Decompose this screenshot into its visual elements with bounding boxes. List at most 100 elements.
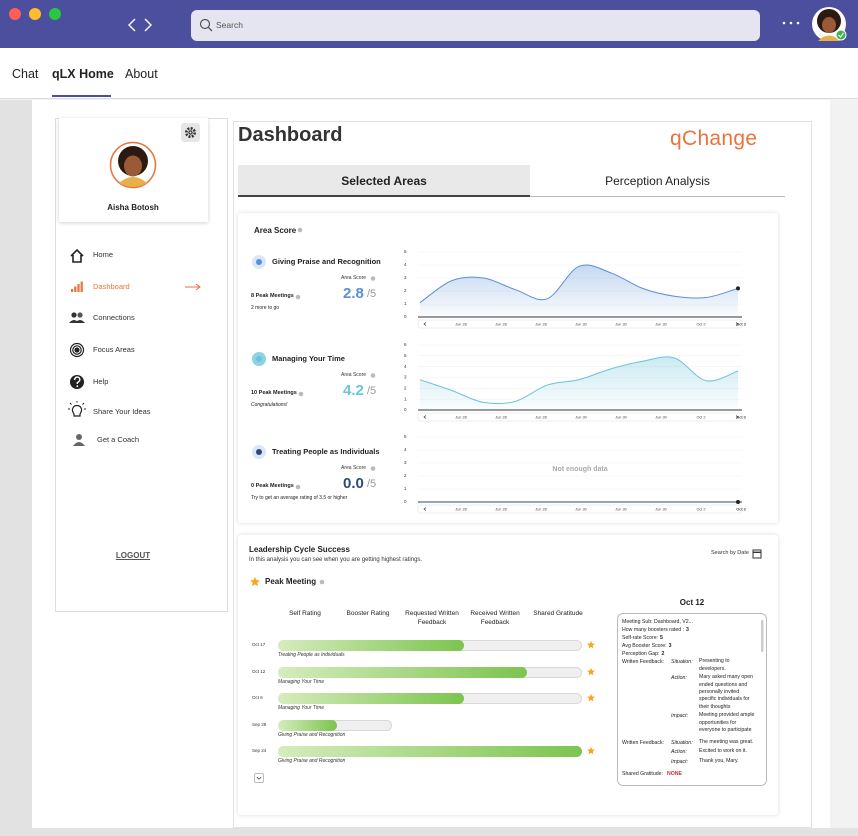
section-tab[interactable] — [530, 165, 785, 197]
area-name: Giving Praise and Recognition — [272, 257, 381, 266]
stat-label: Self-rate Score: — [622, 635, 659, 642]
area-name: Managing Your Time — [272, 354, 345, 363]
score-max: /5 — [367, 385, 377, 397]
feedback-text: Presenting to developers. — [699, 658, 730, 672]
score-max: /5 — [367, 288, 377, 300]
progress-fill — [278, 746, 582, 757]
feedback-key: Impact: — [671, 713, 689, 720]
score-label: Area Score — [341, 275, 367, 281]
menu-item[interactable]: Get a Coach — [97, 435, 140, 444]
profile-avatar — [109, 141, 157, 189]
expand-button[interactable] — [254, 773, 264, 783]
stat-label: How many boosters rated : — [622, 627, 684, 634]
menu-item[interactable]: Dashboard — [93, 282, 130, 291]
feedback-items: Situation: Presenting to developers. Actio… — [671, 658, 756, 735]
card-title: Leadership Cycle Success — [249, 545, 350, 554]
feedback-text: The meeting was great. — [699, 738, 754, 745]
score-label: Area Score — [341, 372, 367, 378]
stat-row: Avg Booster Score: 3 — [622, 642, 756, 650]
peak-meetings: 10 Peak Meetings — [251, 390, 297, 396]
card-title: Area Score — [254, 226, 297, 235]
maximize-button[interactable] — [49, 8, 61, 20]
peak-meetings: 8 Peak Meetings — [251, 293, 294, 299]
score-label: Area Score — [341, 465, 367, 471]
dashboard-title: Dashboard — [238, 124, 343, 146]
nav-tab[interactable]: Chat — [12, 67, 39, 81]
feedback-block: Written Feedback: Situation: Presenting to… — [622, 658, 756, 735]
area-note: Try to get an average rating of 3.5 or h… — [251, 495, 348, 501]
user-name: Aisha Botosh — [107, 203, 159, 212]
feedback-key: Action: — [671, 749, 687, 756]
section-title: Peak Meeting — [265, 577, 317, 586]
section-tab-label[interactable]: Perception Analysis — [605, 174, 710, 188]
row-date: Oct 6 — [252, 694, 263, 700]
nav-tab[interactable]: About — [125, 67, 158, 81]
detail-date: Oct 12 — [679, 598, 705, 607]
section-tab-label[interactable]: Selected Areas — [341, 174, 427, 188]
search-placeholder: Search — [216, 20, 243, 30]
menu-item[interactable]: Share Your Ideas — [93, 407, 151, 416]
column-header: Self Rating — [289, 610, 321, 617]
feedback-text: Excited to work on it. — [699, 748, 747, 755]
meeting-subject: Meeting Sub: Dashboard, V2... — [622, 619, 693, 625]
column-header: Requested Written Feedback — [405, 610, 459, 627]
area-note: 2 more to go — [251, 305, 280, 311]
row-label: Managing Your Time — [278, 705, 325, 711]
feedback-key: Impact: — [671, 758, 689, 765]
peak-meetings: 0 Peak Meetings — [251, 483, 294, 489]
progress-fill — [278, 720, 337, 731]
forward-arrow[interactable] — [144, 18, 152, 32]
left-rail — [0, 100, 32, 836]
back-arrow[interactable] — [128, 18, 136, 32]
tab-bar — [0, 48, 858, 99]
feedback-text: Thank you, Mary. — [699, 757, 739, 764]
row-label: Managing Your Time — [278, 679, 325, 685]
row-label: Treating People as Individuals — [278, 652, 345, 658]
row-label: Giving Praise and Recognition — [278, 732, 346, 738]
area-score: 0.0 — [343, 475, 364, 492]
search-box[interactable] — [191, 10, 760, 41]
card-subtitle: In this analysis you can see when you ar… — [249, 557, 423, 563]
nav-tab[interactable]: qLX Home — [52, 67, 114, 81]
feedback-key: Situation: — [671, 739, 693, 746]
feedback-row: Situation: The meeting was great. — [671, 739, 756, 747]
gratitude-row: Shared Gratitude: NONE — [622, 770, 756, 778]
menu-item[interactable]: Home — [93, 250, 114, 259]
minimize-button[interactable] — [29, 8, 41, 20]
stat-label: Perception Gap: — [622, 651, 660, 658]
feedback-text: Mary asked many open ended questions and… — [699, 674, 753, 710]
gratitude-label: Shared Gratitude: — [622, 771, 663, 778]
feedback-row: Action: Mary asked many open ended questi… — [671, 674, 756, 710]
stat-value: 2 — [661, 651, 665, 658]
section-tab[interactable] — [238, 165, 530, 197]
more-menu[interactable] — [780, 18, 802, 28]
feedback-key: Situation: — [671, 659, 693, 666]
row-date: Oct 17 — [252, 641, 266, 647]
feedback-key: Action: — [671, 675, 687, 682]
area-note: Congratulations! — [251, 402, 288, 408]
row-date: Sep 28 — [252, 721, 267, 727]
feedback-text: Meeting provided ample opportunities for… — [699, 712, 755, 733]
feedback-label: Written Feedback: — [622, 659, 664, 666]
area-score: 4.2 — [343, 382, 364, 399]
stat-value: 3 — [668, 643, 672, 650]
settings-icon — [185, 127, 196, 138]
logout-link[interactable]: LOGOUT — [115, 551, 151, 560]
area-name: Treating People as Individuals — [272, 447, 380, 456]
menu-item[interactable]: Connections — [93, 313, 135, 322]
close-button[interactable] — [9, 8, 21, 20]
menu-item[interactable]: Focus Areas — [93, 345, 135, 354]
date-search[interactable]: Search by Date — [711, 550, 749, 556]
user-avatar[interactable] — [811, 6, 849, 44]
progress-fill — [278, 640, 464, 651]
nav-arrows[interactable] — [126, 16, 156, 34]
stat-row: Perception Gap: 2 — [622, 650, 756, 658]
stat-label: Avg Booster Score: — [622, 643, 667, 650]
detail-panel: Meeting Sub: Dashboard, V2... How many bo… — [617, 613, 767, 786]
bottom-strip — [0, 828, 858, 836]
row-date: Sep 24 — [252, 747, 267, 753]
feedback-row: Impact: Meeting provided ample opportunit… — [671, 712, 756, 734]
menu-item[interactable]: Help — [93, 377, 109, 386]
column-header: Booster Rating — [346, 610, 390, 617]
area-score: 2.8 — [343, 285, 364, 302]
